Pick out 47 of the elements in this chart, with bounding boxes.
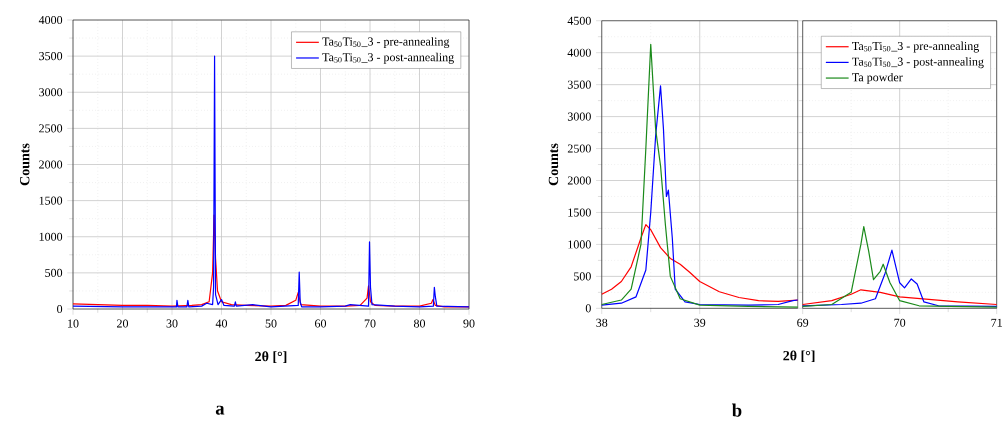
- text: a: [215, 405, 225, 415]
- x-tick-label: 10: [68, 319, 79, 328]
- y-tick-label: 0: [585, 304, 591, 313]
- legend-label: Ta$_{50}$Ti$_{50}$_3 - pre-annealing: [852, 41, 980, 53]
- x-tick-label: 70: [894, 318, 906, 327]
- x-tick-label: 20: [117, 319, 129, 328]
- legend-label: Ta$_{50}$Ti$_{50}$_3 - post-annealing: [322, 52, 454, 64]
- x-tick-label: 40: [215, 319, 228, 328]
- y-axis-title: Counts: [20, 143, 30, 186]
- x-tick-label: 50: [265, 319, 277, 328]
- y-tick-label: 1500: [568, 208, 591, 217]
- x-tick-label: 30: [166, 319, 178, 328]
- x-tick-label: 80: [413, 319, 426, 328]
- y-tick-label: 3500: [567, 80, 591, 89]
- y-tick-label: 3000: [567, 112, 591, 121]
- y-tick-label: 2500: [567, 144, 591, 153]
- legend-label: Ta$_{50}$Ti$_{50}$_3 - post-annealing: [852, 57, 984, 69]
- y-tick-label: 2000: [39, 160, 63, 169]
- x-tick-label: 71: [991, 318, 1002, 327]
- x-tick-label: 39: [694, 318, 706, 327]
- y-tick-label: 3000: [39, 88, 63, 97]
- x-tick-label: 38: [596, 318, 608, 327]
- x-tick-label: 70: [364, 319, 376, 328]
- y-tick-label: 4000: [567, 48, 591, 57]
- y-tick-label: 2500: [39, 124, 63, 133]
- x-axis-title: 2θ [°]: [255, 351, 287, 363]
- legend-label: Ta powder: [852, 72, 903, 84]
- line-series: [601, 85, 799, 306]
- y-tick-label: 4000: [38, 15, 63, 25]
- y-tick-label: 1000: [39, 232, 63, 241]
- y-tick-label: 500: [45, 268, 63, 277]
- y-tick-label: 1500: [39, 196, 63, 205]
- text: b: [732, 403, 742, 417]
- y-tick-label: 0: [57, 304, 63, 314]
- line-series: [601, 43, 799, 308]
- y-axis-title: Counts: [548, 143, 559, 186]
- x-axis-title: 2θ [°]: [783, 350, 815, 363]
- x-tick-label: 69: [797, 318, 809, 327]
- y-tick-label: 500: [574, 272, 591, 281]
- y-tick-label: 3500: [39, 52, 63, 61]
- legend-label: Ta$_{50}$Ti$_{50}$_3 - pre-annealing: [322, 37, 450, 49]
- x-tick-label: 90: [463, 319, 475, 328]
- y-tick-label: 2000: [567, 176, 591, 185]
- y-tick-label: 4500: [567, 16, 591, 25]
- x-tick-label: 60: [315, 319, 327, 328]
- line-series: [601, 224, 799, 302]
- y-tick-label: 1000: [568, 240, 591, 249]
